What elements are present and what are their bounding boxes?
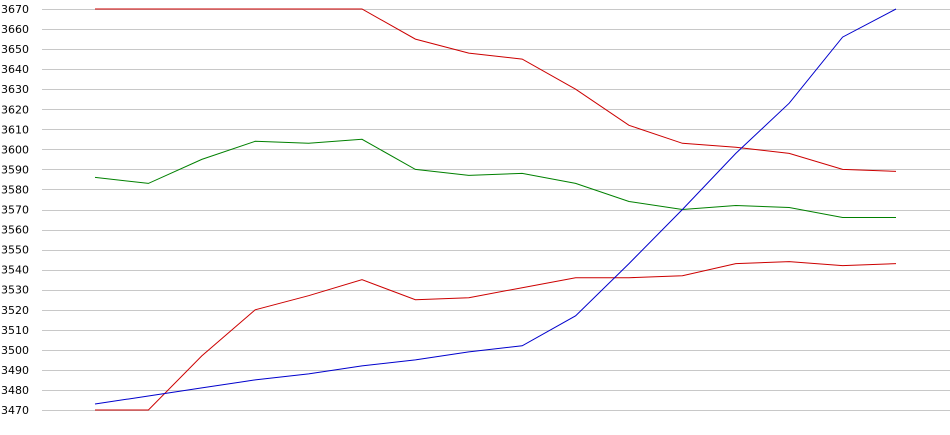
y-tick-label: 3670 — [1, 3, 29, 16]
y-tick-label: 3560 — [1, 224, 29, 237]
y-tick-label: 3590 — [1, 163, 29, 176]
y-tick-label: 3600 — [1, 143, 29, 156]
y-tick-label: 3580 — [1, 183, 29, 196]
y-tick-label: 3640 — [1, 63, 29, 76]
y-tick-label: 3540 — [1, 264, 29, 277]
y-tick-label: 3530 — [1, 284, 29, 297]
y-tick-label: 3610 — [1, 123, 29, 136]
y-tick-label: 3510 — [1, 324, 29, 337]
series-line-1 — [95, 8, 897, 172]
y-tick-label: 3570 — [1, 204, 29, 217]
series-line-4 — [94, 8, 897, 405]
y-tick-label: 3470 — [1, 404, 29, 417]
y-tick-label: 3520 — [1, 304, 29, 317]
gridlines — [42, 9, 950, 411]
y-tick-label: 3630 — [1, 83, 29, 96]
y-tick-label: 3660 — [1, 23, 29, 36]
y-tick-label: 3650 — [1, 43, 29, 56]
series-lines — [94, 8, 897, 411]
y-tick-label: 3500 — [1, 344, 29, 357]
y-tick-label: 3490 — [1, 364, 29, 377]
series-line-3 — [95, 261, 897, 411]
y-axis-tick-labels: 3670 3660 3650 3640 3630 3620 3610 3600 3590 3580… — [1, 3, 29, 417]
y-tick-label: 3620 — [1, 103, 29, 116]
y-tick-label: 3550 — [1, 244, 29, 257]
series-line-2 — [94, 138, 896, 218]
y-tick-label: 3480 — [1, 384, 29, 397]
